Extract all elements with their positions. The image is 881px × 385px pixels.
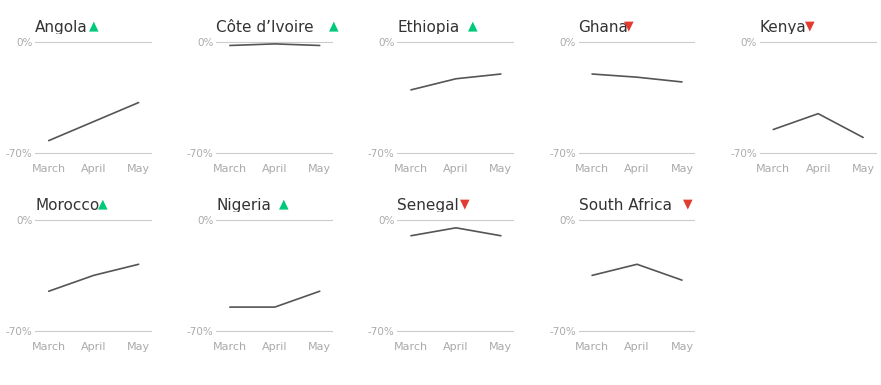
Text: Morocco: Morocco — [35, 198, 100, 213]
Text: ▼: ▼ — [683, 198, 692, 211]
Text: ▲: ▲ — [329, 20, 339, 33]
Text: Ethiopia: Ethiopia — [397, 20, 460, 35]
Text: Côte d’Ivoire: Côte d’Ivoire — [217, 20, 314, 35]
Text: ▼: ▼ — [460, 198, 470, 211]
Text: ▼: ▼ — [625, 20, 633, 33]
Text: ▲: ▲ — [89, 20, 99, 33]
Text: Kenya: Kenya — [759, 20, 806, 35]
Text: Angola: Angola — [35, 20, 88, 35]
Text: ▼: ▼ — [805, 20, 815, 33]
Text: ▲: ▲ — [278, 198, 288, 211]
Text: South Africa: South Africa — [579, 198, 671, 213]
Text: ▲: ▲ — [469, 20, 478, 33]
Text: Senegal: Senegal — [397, 198, 459, 213]
Text: Nigeria: Nigeria — [217, 198, 271, 213]
Text: Ghana: Ghana — [579, 20, 628, 35]
Text: ▲: ▲ — [98, 198, 107, 211]
